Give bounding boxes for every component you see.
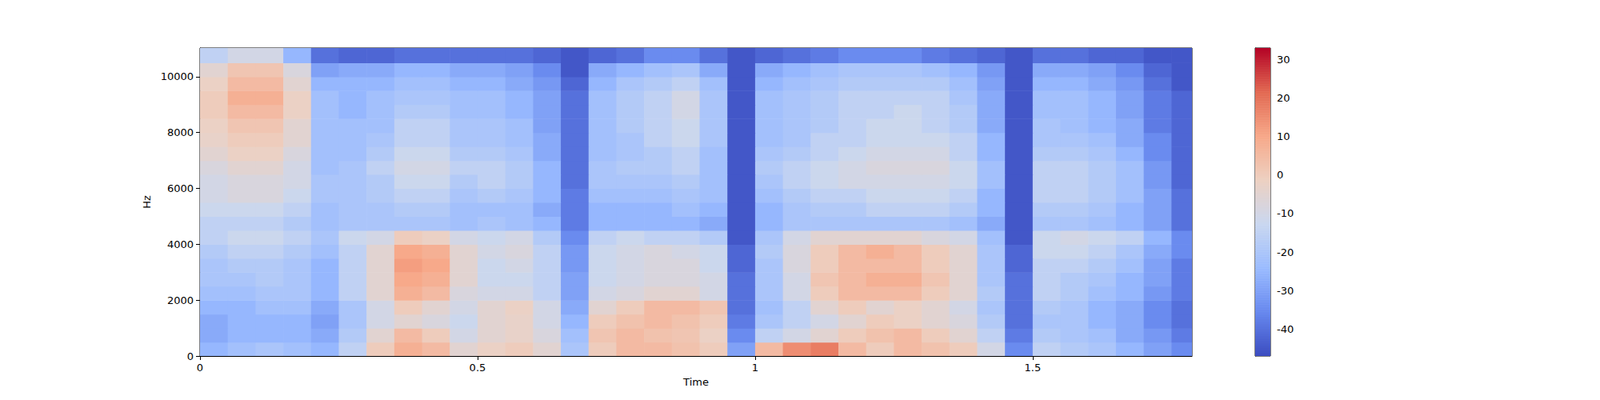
svg-text:Hz: Hz	[140, 195, 153, 209]
svg-text:-10: -10	[1276, 207, 1294, 220]
svg-text:4000: 4000	[167, 238, 194, 251]
svg-text:0.5: 0.5	[469, 361, 487, 374]
svg-text:6000: 6000	[167, 182, 194, 195]
svg-text:0: 0	[187, 350, 194, 363]
svg-text:1.5: 1.5	[1024, 361, 1042, 374]
svg-text:-30: -30	[1276, 284, 1294, 297]
svg-text:1: 1	[752, 361, 759, 374]
svg-text:8000: 8000	[167, 126, 194, 139]
svg-text:0: 0	[196, 361, 204, 374]
svg-text:0: 0	[1276, 168, 1284, 181]
svg-text:30: 30	[1276, 53, 1291, 66]
svg-text:-20: -20	[1276, 246, 1294, 259]
svg-text:2000: 2000	[167, 294, 194, 307]
svg-text:20: 20	[1276, 92, 1291, 104]
svg-text:-40: -40	[1276, 323, 1294, 336]
svg-text:10000: 10000	[160, 70, 194, 83]
svg-text:10: 10	[1276, 130, 1291, 143]
svg-text:Time: Time	[682, 376, 709, 388]
